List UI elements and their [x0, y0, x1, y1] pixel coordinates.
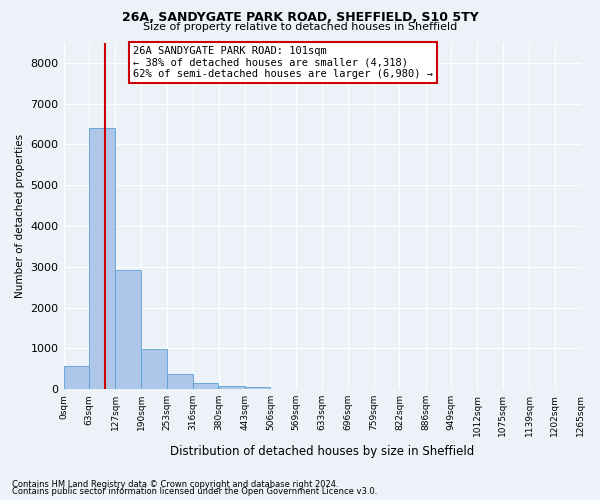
Text: 26A SANDYGATE PARK ROAD: 101sqm
← 38% of detached houses are smaller (4,318)
62%: 26A SANDYGATE PARK ROAD: 101sqm ← 38% of… [133, 46, 433, 79]
Text: Contains public sector information licensed under the Open Government Licence v3: Contains public sector information licen… [12, 487, 377, 496]
Y-axis label: Number of detached properties: Number of detached properties [15, 134, 25, 298]
Bar [219, 386, 245, 389]
Text: Contains HM Land Registry data © Crown copyright and database right 2024.: Contains HM Land Registry data © Crown c… [12, 480, 338, 489]
Bar [64, 366, 89, 389]
Bar [141, 349, 167, 389]
Bar [167, 374, 193, 389]
Bar [193, 382, 218, 389]
Text: 26A, SANDYGATE PARK ROAD, SHEFFIELD, S10 5TY: 26A, SANDYGATE PARK ROAD, SHEFFIELD, S10… [122, 11, 478, 24]
Bar [89, 128, 115, 389]
Text: Size of property relative to detached houses in Sheffield: Size of property relative to detached ho… [143, 22, 457, 32]
Bar [245, 386, 271, 389]
X-axis label: Distribution of detached houses by size in Sheffield: Distribution of detached houses by size … [170, 444, 474, 458]
Bar [115, 270, 141, 389]
